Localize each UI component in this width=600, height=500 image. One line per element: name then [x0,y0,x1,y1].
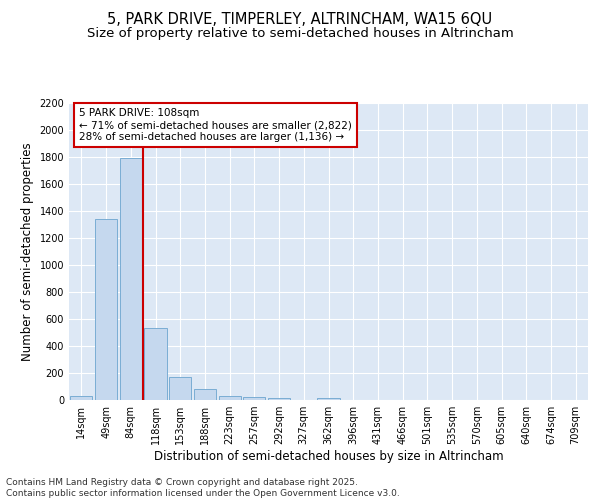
Bar [70,396,92,400]
Text: 5 PARK DRIVE: 108sqm
← 71% of semi-detached houses are smaller (2,822)
28% of se: 5 PARK DRIVE: 108sqm ← 71% of semi-detac… [79,108,352,142]
Text: 5, PARK DRIVE, TIMPERLEY, ALTRINCHAM, WA15 6QU: 5, PARK DRIVE, TIMPERLEY, ALTRINCHAM, WA… [107,12,493,28]
Bar [218,396,241,400]
Bar [145,328,167,400]
Y-axis label: Number of semi-detached properties: Number of semi-detached properties [21,142,34,360]
Text: Contains HM Land Registry data © Crown copyright and database right 2025.
Contai: Contains HM Land Registry data © Crown c… [6,478,400,498]
X-axis label: Distribution of semi-detached houses by size in Altrincham: Distribution of semi-detached houses by … [154,450,503,463]
Bar [119,158,142,400]
Bar [194,388,216,400]
Bar [169,377,191,400]
Bar [317,398,340,400]
Bar [95,219,117,400]
Text: Size of property relative to semi-detached houses in Altrincham: Size of property relative to semi-detach… [86,28,514,40]
Bar [243,398,265,400]
Bar [268,398,290,400]
